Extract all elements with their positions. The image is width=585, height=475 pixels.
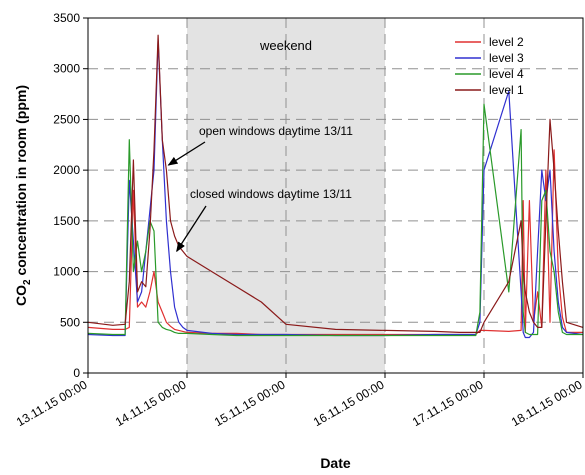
y-tick-label: 500 bbox=[60, 315, 80, 329]
annotation-label: closed windows daytime 13/11 bbox=[190, 187, 352, 201]
y-tick-labels: 0 500 1000 1500 2000 2500 3000 3500 bbox=[53, 11, 80, 380]
x-tick-label: 17.11.15 00:00 bbox=[410, 377, 486, 429]
y-axis-title-prefix: CO bbox=[13, 285, 29, 306]
y-axis-title: CO2 concentration in room (ppm) bbox=[13, 85, 33, 306]
y-tick-label: 1500 bbox=[53, 214, 80, 228]
y-tick-label: 2000 bbox=[53, 163, 80, 177]
series-line-level-1 bbox=[87, 34, 584, 333]
y-tick-label: 0 bbox=[73, 366, 80, 380]
annotations: open windows daytime 13/11 closed windows… bbox=[167, 124, 353, 253]
axes bbox=[83, 17, 584, 378]
x-tick-labels: 13.11.15 00:00 14.11.15 00:00 15.11.15 00:… bbox=[14, 377, 585, 429]
series-line-level-4 bbox=[87, 103, 583, 337]
series-lines bbox=[87, 34, 584, 339]
plot-frame bbox=[87, 17, 584, 374]
y-tick-label: 1000 bbox=[53, 265, 80, 279]
y-axis-title-subscript: 2 bbox=[22, 279, 33, 285]
x-tick-label: 15.11.15 00:00 bbox=[212, 377, 288, 429]
x-tick-label: 13.11.15 00:00 bbox=[14, 377, 90, 429]
annotation-label: open windows daytime 13/11 bbox=[199, 124, 353, 138]
x-tick-label: 16.11.15 00:00 bbox=[311, 377, 387, 429]
legend-label: level 1 bbox=[489, 83, 524, 97]
legend-label: level 3 bbox=[489, 51, 524, 65]
legend-label: level 4 bbox=[489, 67, 524, 81]
x-axis-title: Date bbox=[320, 455, 351, 471]
annotation-arrow bbox=[167, 141, 206, 166]
grid-lines bbox=[88, 18, 583, 373]
y-tick-label: 3000 bbox=[53, 62, 80, 76]
weekend-label: weekend bbox=[259, 38, 312, 53]
y-axis-title-suffix: concentration in room (ppm) bbox=[13, 85, 29, 279]
y-tick-label: 3500 bbox=[53, 11, 80, 25]
x-tick-label: 14.11.15 00:00 bbox=[113, 377, 189, 429]
series-line-level-2 bbox=[87, 149, 583, 336]
annotation-arrow bbox=[176, 205, 207, 253]
legend-label: level 2 bbox=[489, 35, 524, 49]
legend: level 2 level 3 level 4 level 1 bbox=[455, 35, 524, 97]
x-tick-label: 18.11.15 00:00 bbox=[509, 377, 585, 429]
y-tick-label: 2500 bbox=[53, 112, 80, 126]
